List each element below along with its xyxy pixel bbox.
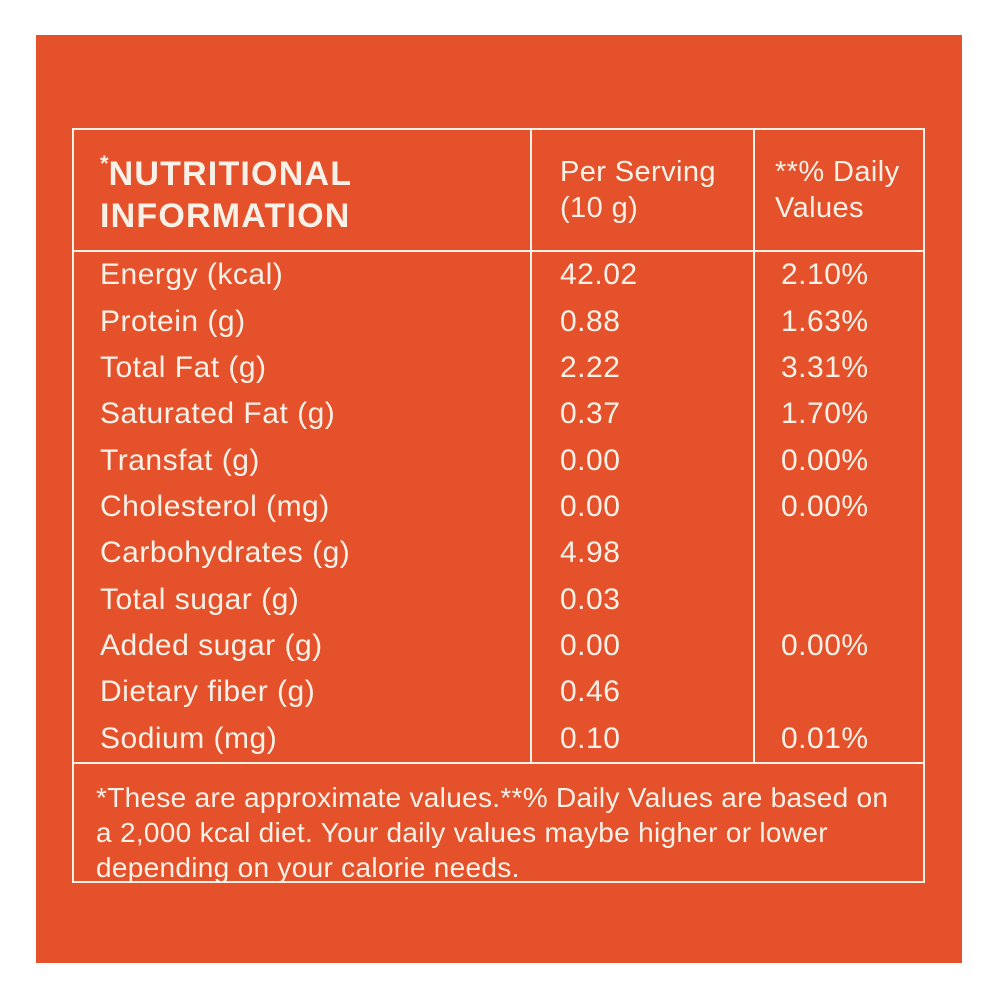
row-label: Sodium (mg) — [100, 721, 278, 755]
row-label: Total Fat (g) — [100, 350, 267, 384]
row-daily-value: 1.63% — [753, 298, 923, 345]
row-daily-value — [753, 530, 923, 577]
row-per-serving: 0.00 — [530, 622, 753, 670]
row-per-serving: 0.00 — [530, 437, 753, 484]
row-label: Total sugar (g) — [100, 582, 300, 616]
daily-values-header-label: **% Daily Values — [775, 156, 900, 224]
row-label: Energy (kcal) — [100, 258, 284, 292]
row-label: Saturated Fat (g) — [100, 397, 336, 431]
row-per-serving: 0.88 — [530, 298, 753, 345]
row-label: Cholesterol (mg) — [100, 489, 330, 523]
row-daily-value — [753, 576, 923, 623]
row-label: Added sugar (g) — [100, 629, 323, 663]
row-daily-value: 0.00% — [753, 437, 923, 484]
table-body: Energy (kcal) 42.02 2.10% Protein (g) 0.88 1.… — [74, 252, 923, 762]
orange-panel: *NUTRITIONAL INFORMATION Per Serving (10… — [36, 35, 962, 963]
row-per-serving: 0.03 — [530, 576, 753, 623]
row-daily-value — [753, 669, 923, 716]
table-footnote: *These are approximate values.**% Daily … — [74, 762, 923, 883]
asterisk-mark: * — [100, 151, 109, 176]
row-label: Protein (g) — [100, 304, 246, 338]
row-daily-value: 3.31% — [753, 344, 923, 392]
row-daily-value: 0.00% — [753, 483, 923, 531]
table-header: *NUTRITIONAL INFORMATION Per Serving (10… — [74, 130, 923, 252]
row-daily-value: 0.00% — [753, 622, 923, 670]
daily-values-header-cell: **% Daily Values — [753, 130, 923, 250]
header-title-cell: *NUTRITIONAL INFORMATION — [74, 130, 530, 250]
row-label: Dietary fiber (g) — [100, 675, 316, 709]
row-per-serving: 2.22 — [530, 344, 753, 392]
row-label: Transfat (g) — [100, 443, 260, 477]
row-daily-value: 0.01% — [753, 715, 923, 762]
row-per-serving: 0.46 — [530, 669, 753, 716]
row-per-serving: 0.37 — [530, 391, 753, 438]
row-per-serving: 4.98 — [530, 530, 753, 577]
row-label: Carbohydrates (g) — [100, 536, 351, 570]
row-per-serving: 0.00 — [530, 483, 753, 531]
row-daily-value: 2.10% — [753, 252, 923, 299]
row-per-serving: 0.10 — [530, 715, 753, 762]
nutrition-table: *NUTRITIONAL INFORMATION Per Serving (10… — [72, 128, 925, 883]
row-per-serving: 42.02 — [530, 252, 753, 299]
per-serving-header-cell: Per Serving (10 g) — [530, 130, 753, 250]
table-title: *NUTRITIONAL INFORMATION — [100, 143, 490, 237]
table-title-text: NUTRITIONAL INFORMATION — [100, 155, 352, 235]
per-serving-header-label: Per Serving (10 g) — [560, 156, 716, 224]
row-daily-value: 1.70% — [753, 391, 923, 438]
